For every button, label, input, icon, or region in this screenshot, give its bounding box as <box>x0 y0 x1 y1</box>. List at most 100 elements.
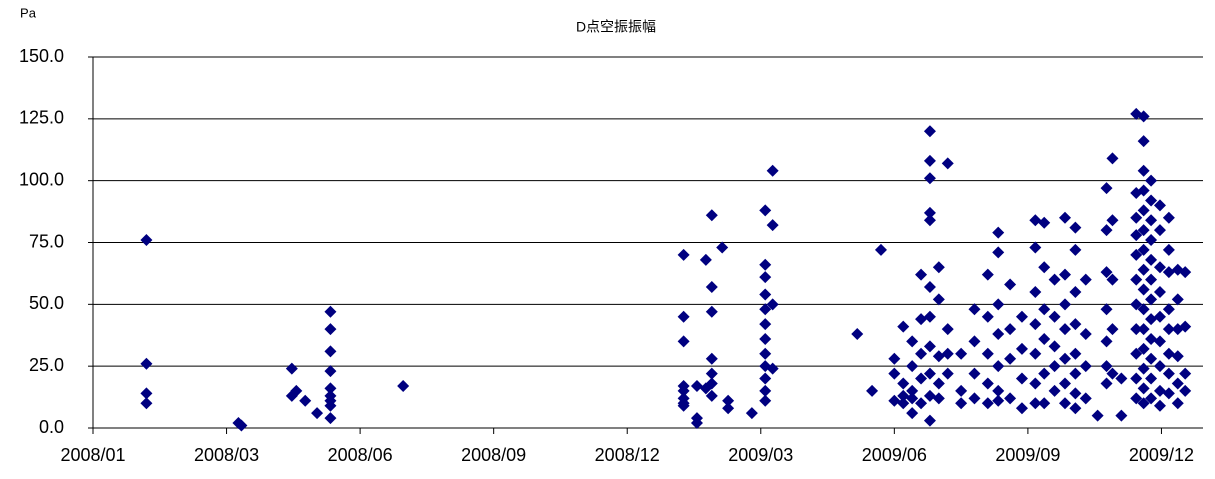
data-point <box>992 394 1005 407</box>
data-point <box>1058 397 1071 410</box>
data-point <box>1038 332 1051 345</box>
data-point <box>923 281 936 294</box>
data-point <box>1029 285 1042 298</box>
data-point <box>1058 377 1071 390</box>
data-point <box>906 335 919 348</box>
data-point <box>1145 234 1158 247</box>
data-point <box>1106 214 1119 227</box>
data-point <box>1058 298 1071 311</box>
data-point <box>866 384 879 397</box>
data-point <box>968 392 981 405</box>
data-point <box>1038 367 1051 380</box>
data-point <box>677 248 690 261</box>
data-point <box>705 281 718 294</box>
data-point <box>1171 377 1184 390</box>
data-point <box>932 350 945 363</box>
data-point <box>1048 273 1061 286</box>
data-point <box>766 219 779 232</box>
data-point <box>1029 318 1042 331</box>
data-point <box>766 164 779 177</box>
data-point <box>1004 352 1017 365</box>
data-point <box>677 399 690 412</box>
data-point <box>299 394 312 407</box>
data-point <box>759 318 772 331</box>
data-point <box>915 268 928 281</box>
data-point <box>1130 248 1143 261</box>
data-point <box>1153 384 1166 397</box>
chart-title: D点空振振幅 <box>576 19 656 35</box>
data-point <box>722 394 735 407</box>
data-point <box>1106 273 1119 286</box>
data-point <box>1162 367 1175 380</box>
data-point <box>955 347 968 360</box>
data-point <box>1145 352 1158 365</box>
data-point <box>981 347 994 360</box>
data-point <box>1106 323 1119 336</box>
data-point <box>906 392 919 405</box>
data-point <box>677 310 690 323</box>
data-point <box>140 234 153 247</box>
data-point <box>968 303 981 316</box>
x-tick-label: 2009/03 <box>728 445 793 465</box>
data-point <box>992 384 1005 397</box>
data-point <box>923 367 936 380</box>
data-point <box>766 362 779 375</box>
data-point <box>1162 243 1175 256</box>
data-point <box>981 268 994 281</box>
data-point <box>1145 293 1158 306</box>
data-point <box>1015 342 1028 355</box>
data-point <box>290 384 303 397</box>
data-point <box>1100 266 1113 279</box>
data-point <box>923 389 936 402</box>
data-point <box>1137 110 1150 123</box>
data-point <box>1137 397 1150 410</box>
data-point <box>906 360 919 373</box>
data-point <box>923 310 936 323</box>
data-point <box>140 397 153 410</box>
data-point <box>981 377 994 390</box>
data-point <box>1079 273 1092 286</box>
data-point <box>1004 392 1017 405</box>
data-point <box>690 417 703 430</box>
data-point <box>1079 328 1092 341</box>
data-point <box>1179 384 1192 397</box>
data-point <box>1100 360 1113 373</box>
data-point <box>1162 303 1175 316</box>
data-point <box>1162 347 1175 360</box>
data-point <box>759 271 772 284</box>
data-point <box>1100 182 1113 195</box>
data-point <box>324 365 337 378</box>
data-point <box>955 384 968 397</box>
data-point <box>759 258 772 271</box>
data-point <box>1145 392 1158 405</box>
data-point <box>285 362 298 375</box>
data-point <box>1029 241 1042 254</box>
data-point <box>897 397 910 410</box>
data-point <box>1069 367 1082 380</box>
y-tick-label: 75.0 <box>29 231 64 251</box>
data-point <box>690 379 703 392</box>
data-point <box>897 320 910 333</box>
x-tick-label: 2008/06 <box>328 445 393 465</box>
x-tick-label: 2009/09 <box>995 445 1060 465</box>
data-point <box>1115 372 1128 385</box>
data-point <box>759 347 772 360</box>
data-point <box>1115 409 1128 422</box>
data-point <box>140 357 153 370</box>
data-point <box>716 241 729 254</box>
data-point <box>699 253 712 266</box>
y-tick-label: 0.0 <box>39 417 64 437</box>
data-point <box>705 367 718 380</box>
data-point <box>932 377 945 390</box>
data-point <box>1130 229 1143 242</box>
data-point <box>705 209 718 222</box>
data-point <box>1100 224 1113 237</box>
data-point <box>324 305 337 318</box>
data-point <box>1137 382 1150 395</box>
data-point <box>1179 367 1192 380</box>
data-point <box>888 367 901 380</box>
data-point <box>1069 221 1082 234</box>
data-point <box>759 204 772 217</box>
data-point <box>759 288 772 301</box>
data-point <box>923 214 936 227</box>
